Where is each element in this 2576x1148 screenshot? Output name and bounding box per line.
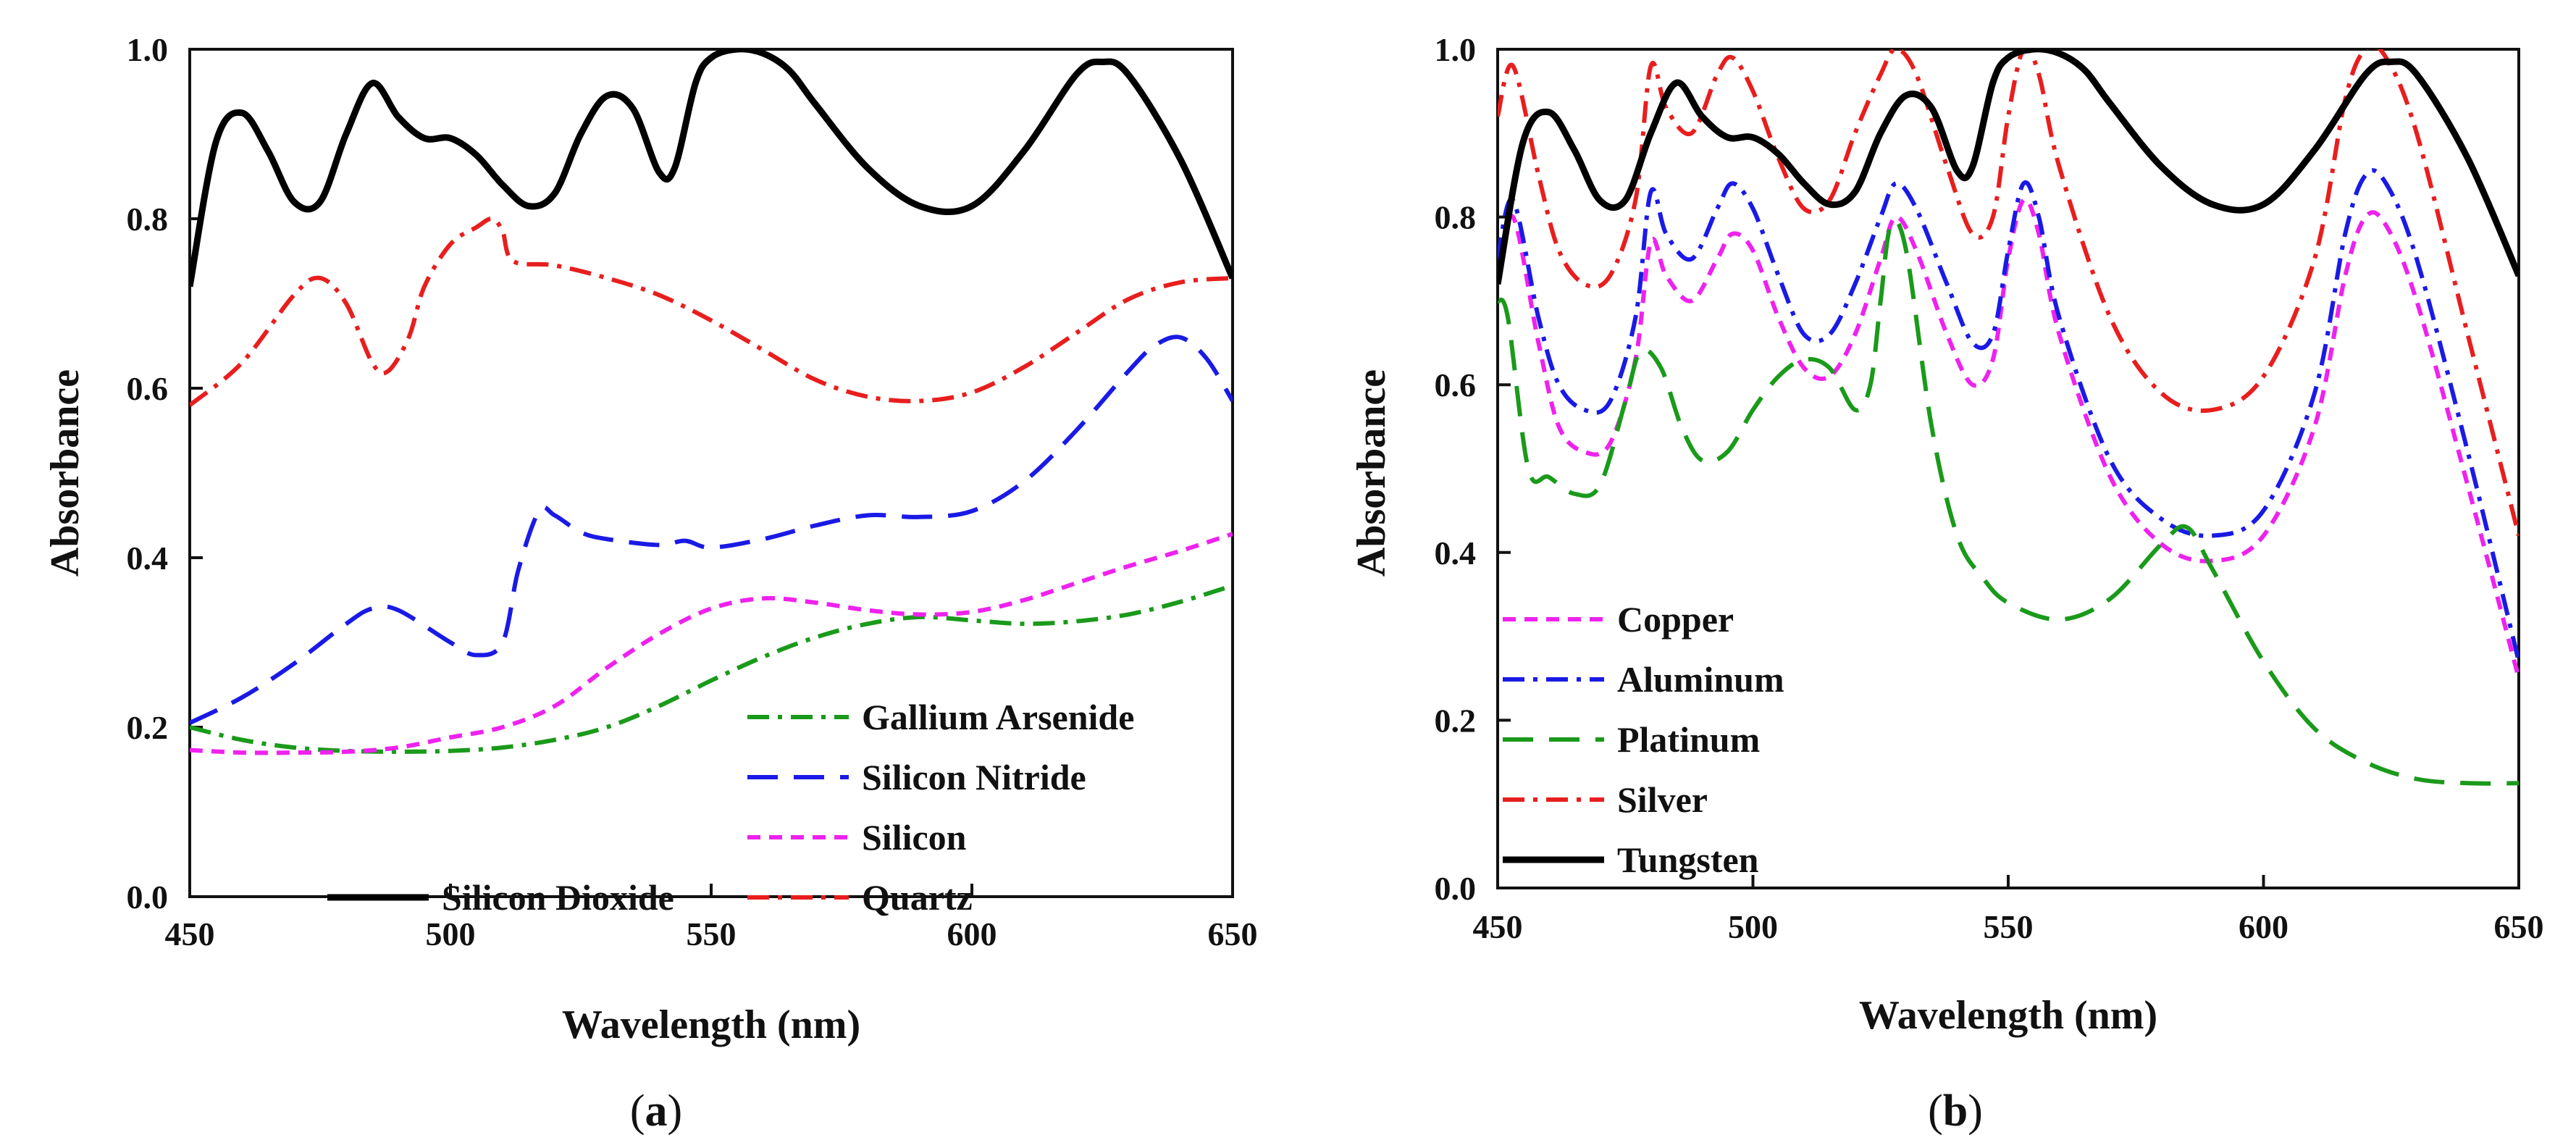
panel-b-ytick-label-4: 0.8: [1435, 199, 1477, 236]
panel-b-xtick-label-2: 550: [1984, 908, 2034, 945]
panel-b-curves: [1498, 49, 2519, 786]
panel-a-series-gallium-arsenide: [190, 583, 1233, 754]
panel-a-xtick-label-2: 550: [687, 916, 737, 952]
panel-b-legend-label-platinum: Platinum: [1617, 719, 1760, 760]
panel-b-caption-open: (: [1928, 1086, 1943, 1136]
panel-b-legend-label-copper: Copper: [1617, 599, 1734, 640]
panel-b-ytick-label-0: 0.0: [1435, 870, 1477, 907]
panel-a-ylabel: Absorbance: [43, 369, 88, 577]
panel-a-legend-label-quartz: Quartz: [862, 877, 973, 918]
panel-b-series-tungsten: [1498, 49, 2519, 285]
panel-b-ylabel: Absorbance: [1349, 369, 1394, 577]
panel-b-xtick-label-3: 600: [2239, 908, 2288, 945]
panel-a-legend: Gallium Arsenide Silicon Nitride Silicon Si…: [327, 697, 1134, 918]
panel-b-xtick-label-4: 650: [2494, 908, 2544, 945]
panel-b-xtick-label-0: 450: [1473, 908, 1523, 945]
panel-b-series-silver: [1498, 49, 2519, 537]
panel-a-xtick-label-4: 650: [1208, 916, 1258, 952]
panel-a-caption-letter: a: [645, 1086, 668, 1136]
panel-a-ticks: 450 500 550 600 650 0.0 0.2 0.4 0.6 0.8 1.0: [127, 31, 1258, 952]
panel-a-caption-open: (: [630, 1086, 645, 1136]
panel-a-xtick-label-0: 450: [165, 916, 215, 952]
panel-a-ytick-label-5: 1.0: [127, 31, 169, 68]
panel-b-series-platinum: [1498, 218, 2519, 786]
panel-b-ytick-label-5: 1.0: [1435, 31, 1477, 68]
panel-a-caption: (a): [630, 1086, 682, 1136]
panel-a-ytick-label-2: 0.4: [127, 540, 169, 577]
panel-b-legend-label-aluminum: Aluminum: [1617, 659, 1784, 700]
panel-a-ytick-label-4: 0.8: [127, 201, 169, 238]
panel-a-series-silicon-nitride: [190, 335, 1233, 725]
panel-a-curves: [190, 49, 1233, 755]
panel-a-legend-label-silicon: Silicon: [862, 817, 967, 858]
panel-a: 450 500 550 600 650 0.0 0.2 0.4 0.6 0.8 1.0 Galliu…: [43, 31, 1258, 1136]
panel-a-legend-label-silicon-dioxide: Silicon Dioxide: [442, 877, 674, 918]
panel-a-legend-label-silicon-nitride: Silicon Nitride: [862, 757, 1086, 797]
panel-b-caption: (b): [1928, 1086, 1983, 1136]
panel-b: 450 500 550 600 650 0.0 0.2 0.4 0.6 0.8 1.0 Copper…: [1349, 31, 2544, 1136]
panel-a-xlabel: Wavelength (nm): [562, 1002, 860, 1047]
panel-b-xlabel: Wavelength (nm): [1859, 993, 2157, 1038]
panel-a-xtick-label-1: 500: [426, 916, 476, 952]
panel-a-series-silicon: [190, 532, 1233, 755]
panel-a-ytick-label-3: 0.6: [127, 370, 169, 407]
panel-b-ytick-label-2: 0.4: [1435, 535, 1477, 571]
panel-b-legend-label-tungsten: Tungsten: [1617, 839, 1759, 880]
panel-b-caption-close: ): [1968, 1086, 1983, 1136]
panel-b-caption-letter: b: [1943, 1086, 1968, 1136]
panel-a-xtick-label-3: 600: [947, 916, 997, 952]
panel-b-ticks: 450 500 550 600 650 0.0 0.2 0.4 0.6 0.8 1.0: [1435, 31, 2544, 945]
panel-a-caption-close: ): [668, 1086, 683, 1136]
panel-b-ytick-label-3: 0.6: [1435, 366, 1477, 403]
panel-b-ytick-label-1: 0.2: [1435, 702, 1477, 739]
panel-a-legend-label-gallium-arsenide: Gallium Arsenide: [862, 697, 1134, 737]
panel-a-ytick-label-0: 0.0: [127, 879, 169, 916]
panel-b-legend: Copper Aluminum Platinum Silver Tungsten: [1503, 599, 1784, 880]
panel-b-xtick-label-1: 500: [1728, 908, 1778, 945]
panel-b-legend-label-silver: Silver: [1617, 779, 1708, 820]
panel-a-series-silicon-dioxide: [190, 49, 1233, 288]
panel-b-series-aluminum: [1498, 168, 2519, 663]
panel-a-ytick-label-1: 0.2: [127, 709, 169, 746]
